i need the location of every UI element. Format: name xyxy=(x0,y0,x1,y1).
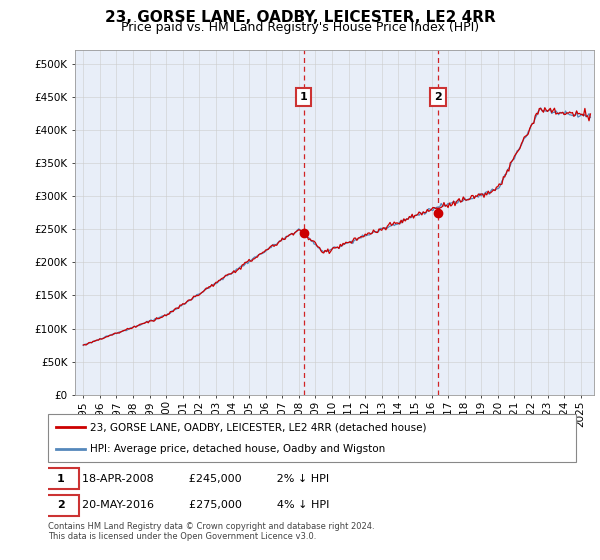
Text: 23, GORSE LANE, OADBY, LEICESTER, LE2 4RR: 23, GORSE LANE, OADBY, LEICESTER, LE2 4R… xyxy=(104,10,496,25)
Text: 2: 2 xyxy=(434,92,442,102)
Text: Price paid vs. HM Land Registry's House Price Index (HPI): Price paid vs. HM Land Registry's House … xyxy=(121,21,479,34)
FancyBboxPatch shape xyxy=(43,494,79,516)
Text: 23, GORSE LANE, OADBY, LEICESTER, LE2 4RR (detached house): 23, GORSE LANE, OADBY, LEICESTER, LE2 4R… xyxy=(90,422,427,432)
Text: HPI: Average price, detached house, Oadby and Wigston: HPI: Average price, detached house, Oadb… xyxy=(90,444,385,454)
FancyBboxPatch shape xyxy=(43,468,79,489)
FancyBboxPatch shape xyxy=(48,414,576,462)
Text: 2: 2 xyxy=(57,500,65,510)
Text: 20-MAY-2016          £275,000          4% ↓ HPI: 20-MAY-2016 £275,000 4% ↓ HPI xyxy=(82,500,329,510)
Text: 18-APR-2008          £245,000          2% ↓ HPI: 18-APR-2008 £245,000 2% ↓ HPI xyxy=(82,474,329,484)
Text: 1: 1 xyxy=(57,474,65,484)
Text: Contains HM Land Registry data © Crown copyright and database right 2024.
This d: Contains HM Land Registry data © Crown c… xyxy=(48,522,374,542)
Text: 1: 1 xyxy=(300,92,308,102)
